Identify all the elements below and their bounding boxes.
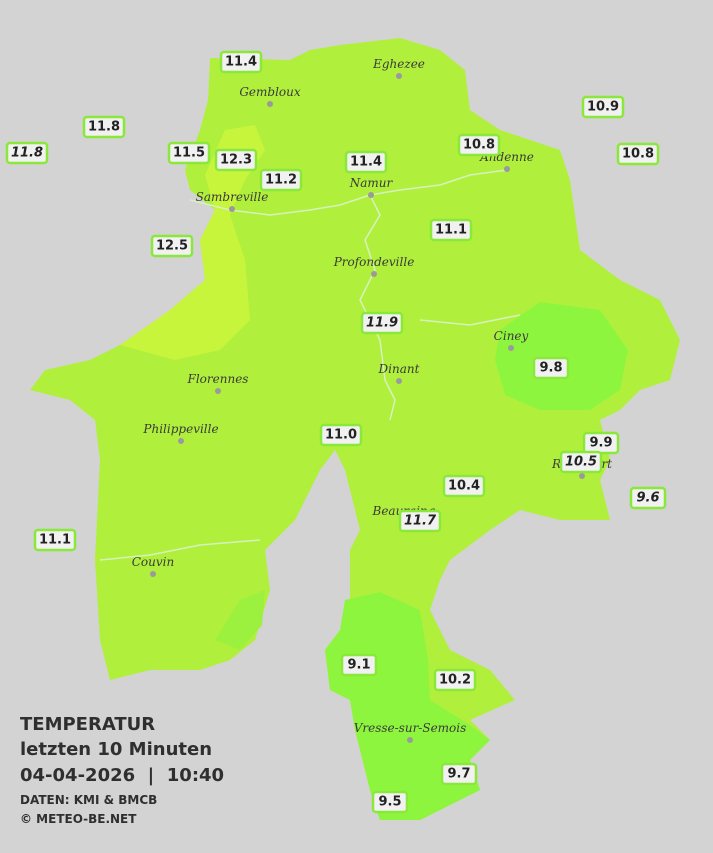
station-value: 11.1 <box>435 223 467 238</box>
station-box <box>344 150 388 174</box>
station-value: 10.8 <box>622 147 654 162</box>
station-box <box>340 653 378 677</box>
station-box <box>214 148 258 172</box>
station-value: 11.0 <box>325 428 357 443</box>
station-box <box>360 311 404 335</box>
town-label: Dinant <box>378 362 420 376</box>
station-value: 11.4 <box>225 55 257 70</box>
timestamp: 04-04-2026 | 10:40 <box>20 765 224 786</box>
station-box <box>219 50 263 74</box>
station-value: 10.2 <box>439 673 471 688</box>
town-dot <box>178 438 184 444</box>
station-box <box>429 218 473 242</box>
town-label: Sambreville <box>196 190 269 204</box>
station-value: 12.5 <box>156 239 188 254</box>
cool-zone <box>215 590 265 650</box>
station-box <box>82 115 126 139</box>
station-value: 9.1 <box>347 658 370 673</box>
source: DATEN: KMI & BMCB <box>20 793 157 807</box>
station-box <box>259 168 303 192</box>
town-dot <box>368 192 374 198</box>
station-box <box>319 423 363 447</box>
station-value: 12.3 <box>220 153 252 168</box>
station-box <box>442 474 486 498</box>
station-value: 11.4 <box>350 155 382 170</box>
town-dot <box>508 345 514 351</box>
town-label: Profondeville <box>333 255 415 269</box>
station-value: 10.4 <box>448 479 480 494</box>
station-box <box>433 668 477 692</box>
copyright: © METEO-BE.NET <box>20 812 137 826</box>
town-dot <box>504 166 510 172</box>
station-value: 11.1 <box>39 533 71 548</box>
station-value: 9.7 <box>447 767 470 782</box>
warm-zone <box>120 125 265 360</box>
town-dot <box>150 571 156 577</box>
town-dot <box>215 388 221 394</box>
station-box <box>581 95 625 119</box>
town-label: Ciney <box>494 329 529 343</box>
river <box>99 169 521 561</box>
subtitle: letzten 10 Minuten <box>20 739 212 760</box>
station-value: 10.5 <box>565 455 597 470</box>
station-value: 10.9 <box>587 100 619 115</box>
town-label: Couvin <box>132 555 174 569</box>
station-value: 9.5 <box>378 795 401 810</box>
station-box <box>559 450 603 474</box>
station-value: 11.9 <box>366 316 398 331</box>
town-label: Florennes <box>187 372 249 386</box>
town-dot <box>579 473 585 479</box>
station-box <box>457 133 501 157</box>
town-label: Eghezee <box>372 57 425 71</box>
station-box <box>5 141 49 165</box>
station-value: 10.8 <box>463 138 495 153</box>
station-value: 11.8 <box>88 120 120 135</box>
station-box <box>167 141 211 165</box>
station-box <box>629 486 667 510</box>
station-value: 11.5 <box>173 146 205 161</box>
town-label: Namur <box>349 176 394 190</box>
station-box <box>398 509 442 533</box>
station-box <box>440 762 478 786</box>
station-value: 9.6 <box>636 491 659 506</box>
cool-zone <box>495 302 628 410</box>
station-value: 11.7 <box>404 514 437 529</box>
town-dot <box>229 206 235 212</box>
town-dot <box>396 73 402 79</box>
station-box <box>532 356 570 380</box>
station-box <box>33 528 77 552</box>
town-label: Philippeville <box>142 422 218 436</box>
station-box <box>371 790 409 814</box>
station-box <box>150 234 194 258</box>
town-label: Gembloux <box>239 85 301 99</box>
town-dot <box>371 271 377 277</box>
town-dot <box>267 101 273 107</box>
station-value: 9.8 <box>539 361 562 376</box>
town-label: Vresse-sur-Semois <box>354 721 467 735</box>
station-value: 9.9 <box>589 436 612 451</box>
town-dot <box>396 378 402 384</box>
station-value: 11.2 <box>265 173 297 188</box>
title: TEMPERATUR <box>20 714 155 735</box>
station-box <box>616 142 660 166</box>
town-dot <box>407 737 413 743</box>
station-value: 11.8 <box>11 146 43 161</box>
